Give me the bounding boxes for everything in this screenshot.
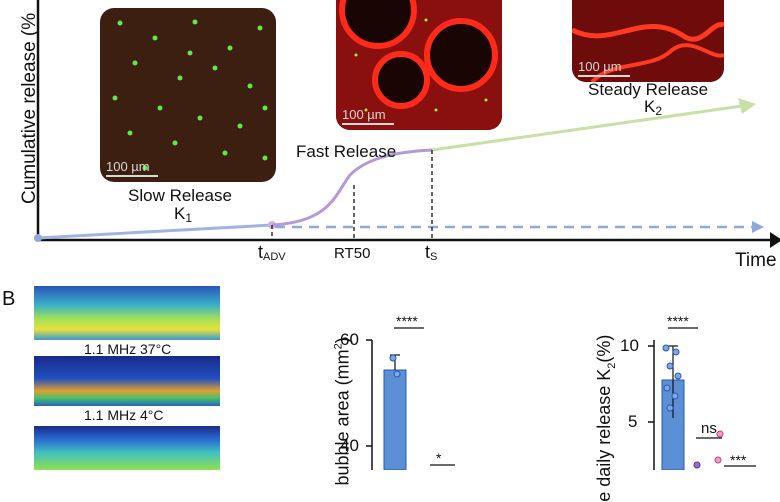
micrograph-fast-release: 100 µm [336, 0, 502, 130]
baseline-arrow [752, 221, 764, 233]
network-texture [572, 0, 724, 82]
label-steady-release: Steady Release [588, 80, 709, 99]
bubble-tick-40: 40 [340, 436, 359, 455]
bubble-tick-60: 60 [340, 330, 359, 349]
scale-bar: 100 µm [106, 159, 158, 177]
steady-release-arrow [738, 98, 756, 114]
green-particles [112, 19, 268, 171]
x-axis-arrow [770, 232, 780, 248]
release-point [672, 348, 680, 356]
release-k2-chart [648, 327, 756, 470]
tick-t-adv: tADV [258, 242, 286, 263]
release-point [666, 362, 674, 370]
thermal-image-3 [34, 426, 220, 470]
release-point-pink [714, 456, 722, 464]
tick-ts: tS [425, 242, 438, 263]
bubble-sig-2: * [436, 450, 442, 466]
thermal-image-4c [34, 356, 220, 406]
release-tick-5: 5 [628, 412, 638, 431]
bubble-rings [336, 0, 502, 130]
release-sig-ns: ns [701, 420, 717, 437]
release-point [674, 372, 682, 380]
panel-b-letter: B [2, 288, 16, 310]
scale-bar: 100 µm [342, 107, 394, 125]
scale-bar: 100 µm [578, 59, 630, 77]
release-point [671, 392, 679, 400]
label-k2: K2 [644, 97, 663, 118]
release-tick-10: 10 [620, 336, 639, 355]
label-k1: K1 [174, 204, 193, 225]
bubble-point [393, 370, 401, 378]
bubble-area-chart [366, 327, 455, 470]
micrograph-slow-release: 100 µm [100, 8, 276, 182]
release-sig-1: **** [667, 313, 689, 329]
thermal-label-37c: 1.1 MHz 37°C [84, 341, 172, 357]
micrograph-steady-release: 100 µm [572, 0, 724, 82]
x-axis-label: Time [735, 250, 777, 271]
label-slow-release: Slow Release [128, 186, 232, 205]
release-sig-2: *** [730, 452, 747, 468]
slow-release-line [37, 223, 273, 240]
start-point [34, 234, 42, 242]
bubble-point [389, 354, 397, 362]
release-chart-ylabel: e daily release K2(%) [594, 334, 618, 502]
release-point [666, 404, 674, 412]
steady-release-line [431, 104, 743, 152]
release-point [663, 384, 671, 392]
bubble-sig-1: **** [396, 313, 418, 329]
release-point [662, 344, 670, 352]
bubble-bar-1 [383, 369, 407, 470]
tick-rt50: RT50 [334, 245, 371, 262]
release-point-pink [716, 430, 724, 438]
thermal-image-37c [34, 286, 220, 340]
thermal-label-4c: 1.1 MHz 4°C [84, 407, 164, 423]
label-fast-release: Fast Release [296, 142, 397, 161]
fast-release-curve [271, 148, 433, 227]
release-point-purple [693, 461, 701, 469]
timeline-plot [34, 0, 780, 248]
